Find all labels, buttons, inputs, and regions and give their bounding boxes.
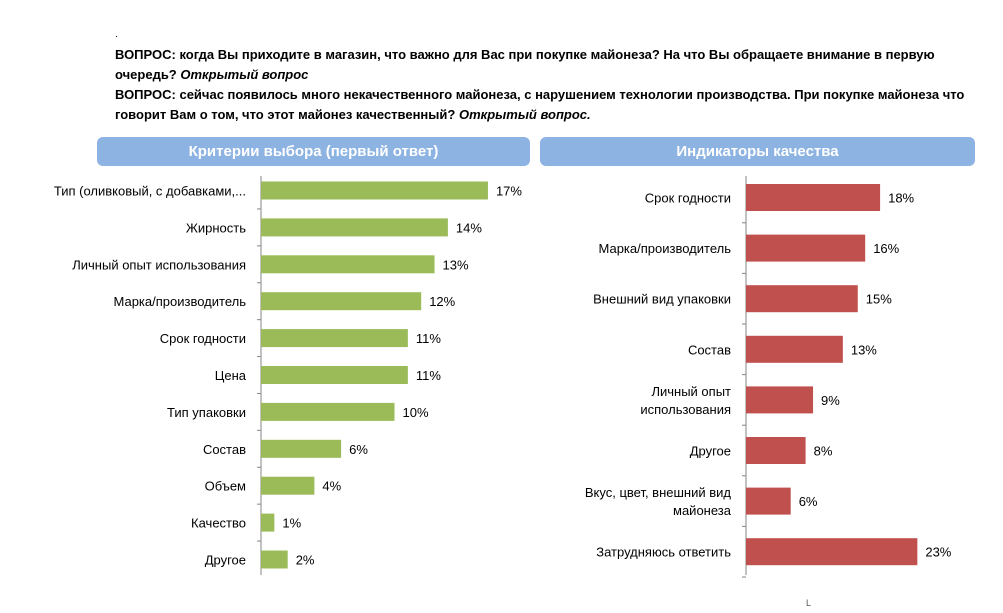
left-data-label: 14% — [456, 220, 482, 235]
right-bar — [746, 437, 806, 464]
right-category-label: Другое — [690, 444, 731, 459]
right-category-label: Личный опыт использования — [640, 384, 731, 417]
right-data-label: 8% — [814, 444, 833, 459]
right-bar — [746, 335, 843, 363]
left-data-label: 2% — [296, 553, 315, 568]
right-category-label: Состав — [688, 342, 731, 357]
stray-dot: . — [115, 29, 118, 40]
right-category-label: Затрудняюсь ответить — [596, 545, 731, 560]
left-bar — [261, 181, 488, 200]
left-category-label: Состав — [203, 442, 246, 457]
left-data-label: 13% — [443, 257, 469, 272]
left-bar — [261, 402, 395, 421]
left-category-label: Объем — [205, 479, 246, 494]
left-bar — [261, 439, 342, 458]
right-category-label: Срок годности — [645, 191, 731, 206]
left-bar — [261, 366, 408, 384]
left-bar — [261, 513, 275, 532]
question-2-text: ВОПРОС: сейчас появилось много некачеств… — [115, 87, 965, 122]
left-category-label: Срок годности — [160, 331, 246, 346]
question-2-tag: Открытый вопрос. — [458, 107, 591, 122]
right-data-label: 6% — [799, 494, 818, 509]
left-category-label: Другое — [205, 553, 246, 568]
right-bar — [746, 538, 918, 566]
left-bar — [261, 550, 288, 569]
left-data-label: 6% — [349, 442, 368, 457]
left-bar — [261, 329, 408, 348]
left-category-label: Жирность — [186, 220, 246, 235]
question-2: ВОПРОС: сейчас появилось много некачеств… — [115, 85, 995, 125]
right-bar — [746, 184, 881, 211]
right-category-label: Марка/производитель — [599, 241, 732, 256]
right-category-label: Вкус, цвет, внешний вид майонеза — [585, 485, 732, 518]
question-1-tag: Открытый вопрос — [180, 67, 309, 82]
right-data-label: 18% — [888, 191, 914, 206]
right-data-label: 13% — [851, 342, 877, 357]
left-data-label: 4% — [322, 479, 341, 494]
left-category-label: Тип упаковки — [167, 405, 246, 420]
left-bar — [261, 292, 422, 311]
left-category-label: Тип (оливковый, с добавками,... — [54, 184, 246, 199]
right-chart-title: Индикаторы качества — [540, 137, 975, 166]
left-category-label: Качество — [191, 516, 246, 531]
left-data-label: 11% — [416, 368, 441, 383]
right-data-label: 15% — [866, 292, 892, 307]
right-bar — [746, 487, 791, 515]
right-data-label: 23% — [925, 545, 951, 560]
left-bar — [261, 255, 435, 274]
left-category-label: Марка/производитель — [114, 294, 247, 309]
left-data-label: 12% — [429, 294, 455, 309]
question-1-text: ВОПРОС: когда Вы приходите в магазин, чт… — [115, 47, 935, 82]
right-data-label: 16% — [873, 241, 899, 256]
left-bar — [261, 476, 315, 495]
left-chart-title: Критерии выбора (первый ответ) — [97, 137, 530, 166]
right-bar — [746, 234, 866, 262]
left-data-label: 10% — [403, 405, 429, 420]
right-bar — [746, 386, 814, 414]
left-category-label: Цена — [215, 368, 247, 383]
question-1: ВОПРОС: когда Вы приходите в магазин, чт… — [115, 45, 995, 85]
left-category-label: Личный опыт использования — [72, 257, 246, 272]
right-bar — [746, 285, 858, 313]
left-bar — [261, 218, 448, 237]
left-data-label: 17% — [496, 184, 522, 199]
left-data-label: 11% — [416, 331, 441, 346]
left-data-label: 1% — [282, 516, 301, 531]
corner-mark: L — [806, 598, 811, 608]
right-data-label: 9% — [821, 393, 840, 408]
right-category-label: Внешний вид упаковки — [593, 292, 731, 307]
